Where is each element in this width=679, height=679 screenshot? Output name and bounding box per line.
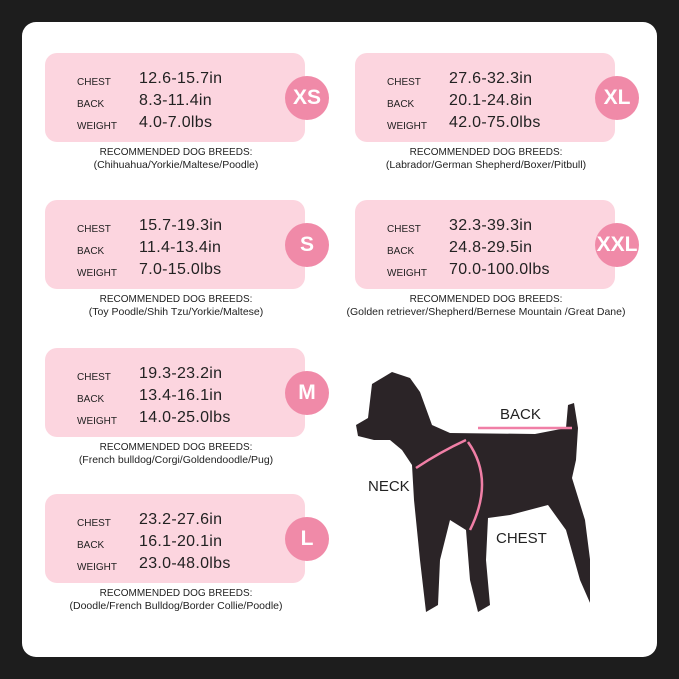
chest-value: 15.7-19.3in bbox=[139, 217, 223, 234]
weight-value: 42.0-75.0lbs bbox=[449, 114, 541, 131]
recommended-breeds: RECOMMENDED DOG BREEDS: (Labrador/German… bbox=[345, 147, 627, 171]
chest-value: 32.3-39.3in bbox=[449, 217, 533, 234]
size-block: CHEST 27.6-32.3in BACK 20.1-24.8in WEIGH… bbox=[355, 53, 639, 171]
size-block: CHEST 15.7-19.3in BACK 11.4-13.4in WEIGH… bbox=[45, 200, 329, 318]
weight-label: WEIGHT bbox=[387, 268, 427, 279]
recommended-breeds: RECOMMENDED DOG BREEDS: (Toy Poodle/Shih… bbox=[35, 294, 317, 318]
breed-list: (Chihuahua/Yorkie/Maltese/Poodle) bbox=[93, 159, 259, 171]
weight-label: WEIGHT bbox=[387, 121, 427, 132]
back-value: 13.4-16.1in bbox=[139, 387, 223, 404]
recommended-heading: RECOMMENDED DOG BREEDS: bbox=[99, 588, 253, 599]
chest-label: CHEST bbox=[77, 518, 111, 529]
size-block: CHEST 23.2-27.6in BACK 16.1-20.1in WEIGH… bbox=[45, 494, 329, 612]
weight-value: 23.0-48.0lbs bbox=[139, 555, 231, 572]
back-label: BACK bbox=[77, 394, 105, 405]
chest-label: CHEST bbox=[77, 224, 111, 235]
recommended-heading: RECOMMENDED DOG BREEDS: bbox=[99, 442, 253, 453]
breed-list: (Golden retriever/Shepherd/Bernese Mount… bbox=[346, 306, 626, 318]
chest-label: CHEST bbox=[387, 224, 421, 235]
weight-label: WEIGHT bbox=[77, 121, 117, 132]
dog-silhouette bbox=[356, 372, 590, 612]
neck-strap bbox=[415, 438, 467, 470]
back-value: 11.4-13.4in bbox=[139, 239, 222, 256]
chest-label: CHEST bbox=[387, 77, 421, 88]
recommended-breeds: RECOMMENDED DOG BREEDS: (Golden retrieve… bbox=[345, 294, 627, 318]
breed-list: (Doodle/French Bulldog/Border Collie/Poo… bbox=[69, 600, 283, 612]
size-badge: L bbox=[285, 517, 329, 561]
size-measurements-box: CHEST 27.6-32.3in BACK 20.1-24.8in WEIGH… bbox=[355, 53, 639, 142]
size-block: CHEST 12.6-15.7in BACK 8.3-11.4in WEIGHT… bbox=[45, 53, 329, 171]
chest-label: CHEST bbox=[77, 372, 111, 383]
breed-list: (French bulldog/Corgi/Goldendoodle/Pug) bbox=[78, 454, 274, 466]
back-label: BACK bbox=[77, 99, 105, 110]
recommended-heading: RECOMMENDED DOG BREEDS: bbox=[99, 294, 253, 305]
weight-label: WEIGHT bbox=[77, 268, 117, 279]
weight-label: WEIGHT bbox=[77, 562, 117, 573]
back-label: BACK bbox=[77, 246, 105, 257]
recommended-heading: RECOMMENDED DOG BREEDS: bbox=[99, 147, 253, 158]
neck-label: NECK bbox=[368, 478, 410, 495]
chest-value: 19.3-23.2in bbox=[139, 365, 223, 382]
recommended-breeds: RECOMMENDED DOG BREEDS: (French bulldog/… bbox=[35, 442, 317, 466]
back-value: 8.3-11.4in bbox=[139, 92, 212, 109]
size-measurements-box: CHEST 12.6-15.7in BACK 8.3-11.4in WEIGHT… bbox=[45, 53, 329, 142]
back-label: BACK bbox=[500, 406, 541, 423]
size-badge: S bbox=[285, 223, 329, 267]
back-value: 16.1-20.1in bbox=[139, 533, 223, 550]
back-value: 20.1-24.8in bbox=[449, 92, 533, 109]
size-badge: M bbox=[285, 371, 329, 415]
chest-value: 23.2-27.6in bbox=[139, 511, 223, 528]
chest-label: CHEST bbox=[77, 77, 111, 88]
recommended-heading: RECOMMENDED DOG BREEDS: bbox=[409, 147, 563, 158]
recommended-breeds: RECOMMENDED DOG BREEDS: (Doodle/French B… bbox=[35, 588, 317, 612]
chest-value: 12.6-15.7in bbox=[139, 70, 223, 87]
back-label: BACK bbox=[387, 246, 415, 257]
breed-list: (Toy Poodle/Shih Tzu/Yorkie/Maltese) bbox=[88, 306, 264, 318]
chest-value: 27.6-32.3in bbox=[449, 70, 533, 87]
recommended-heading: RECOMMENDED DOG BREEDS: bbox=[409, 294, 563, 305]
back-label: BACK bbox=[77, 540, 105, 551]
chest-label: CHEST bbox=[496, 530, 547, 547]
size-badge: XL bbox=[595, 76, 639, 120]
weight-value: 70.0-100.0lbs bbox=[449, 261, 550, 278]
size-measurements-box: CHEST 23.2-27.6in BACK 16.1-20.1in WEIGH… bbox=[45, 494, 329, 583]
recommended-breeds: RECOMMENDED DOG BREEDS: (Chihuahua/Yorki… bbox=[35, 147, 317, 171]
back-value: 24.8-29.5in bbox=[449, 239, 533, 256]
chest-strap bbox=[466, 441, 484, 531]
back-label: BACK bbox=[387, 99, 415, 110]
size-measurements-box: CHEST 32.3-39.3in BACK 24.8-29.5in WEIGH… bbox=[355, 200, 639, 289]
size-block: CHEST 19.3-23.2in BACK 13.4-16.1in WEIGH… bbox=[45, 348, 329, 466]
size-badge: XS bbox=[285, 76, 329, 120]
size-badge: XXL bbox=[595, 223, 639, 267]
breed-list: (Labrador/German Shepherd/Boxer/Pitbull) bbox=[385, 159, 587, 171]
size-block: CHEST 32.3-39.3in BACK 24.8-29.5in WEIGH… bbox=[347, 200, 639, 318]
weight-label: WEIGHT bbox=[77, 416, 117, 427]
size-measurements-box: CHEST 19.3-23.2in BACK 13.4-16.1in WEIGH… bbox=[45, 348, 329, 437]
weight-value: 14.0-25.0lbs bbox=[139, 409, 231, 426]
size-measurements-box: CHEST 15.7-19.3in BACK 11.4-13.4in WEIGH… bbox=[45, 200, 329, 289]
dog-silhouette-illustration bbox=[356, 372, 590, 612]
weight-value: 7.0-15.0lbs bbox=[139, 261, 222, 278]
weight-value: 4.0-7.0lbs bbox=[139, 114, 213, 131]
